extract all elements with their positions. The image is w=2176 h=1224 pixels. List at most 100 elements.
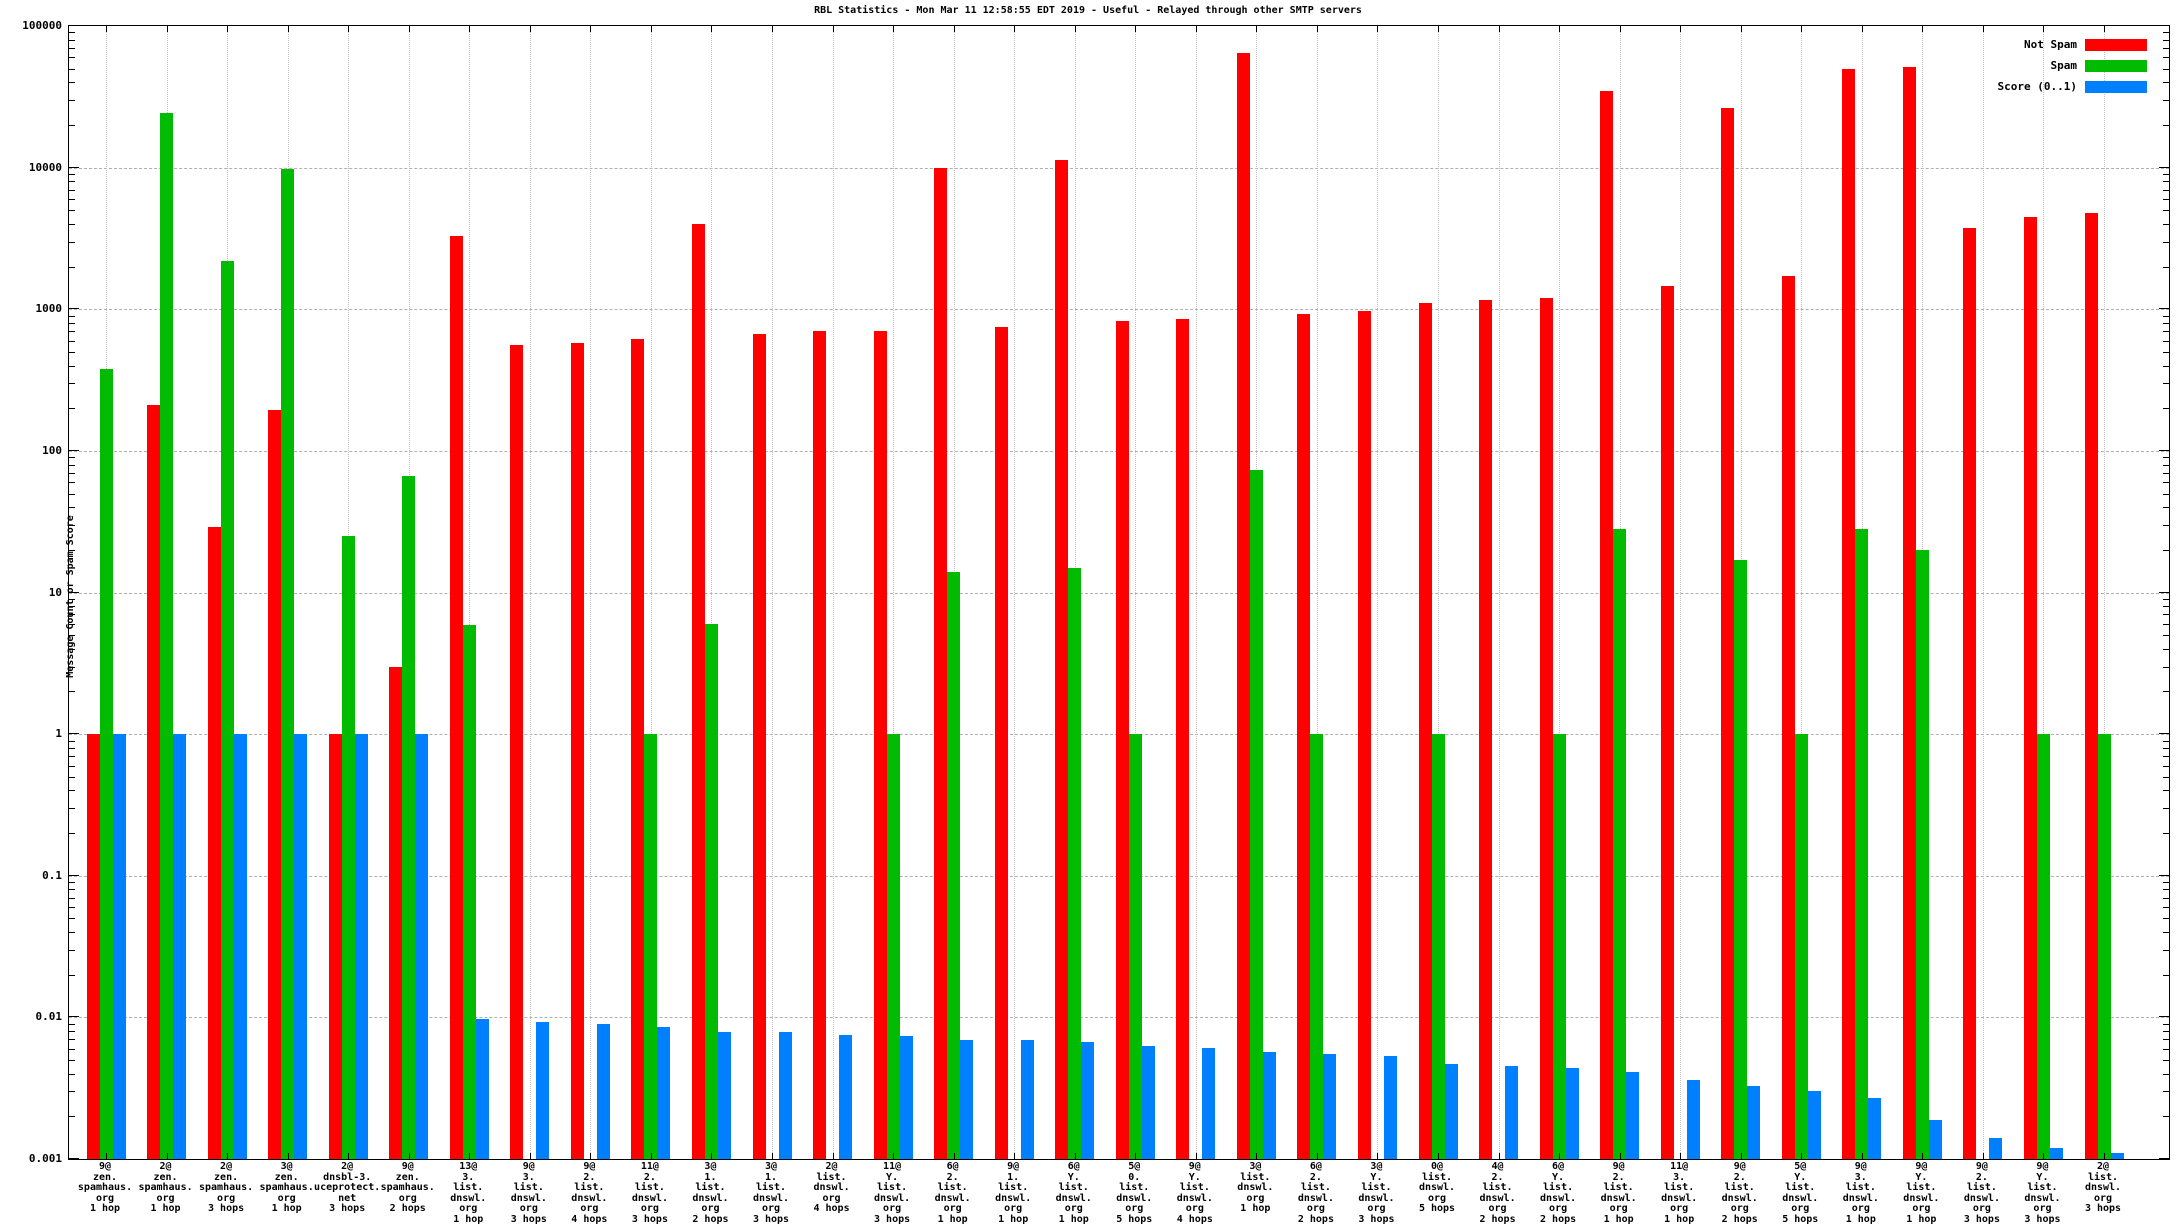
bar-spam [1068,567,1082,1159]
y-minor-tick [69,666,75,668]
y-minor-tick [2163,897,2169,899]
x-gridline [1498,26,1500,1159]
x-tick-label: 2@ dnsbl-3. uceprotect. net 3 hops [314,1161,381,1214]
y-minor-tick [69,1060,75,1061]
y-minor-tick [2163,1031,2169,1033]
y-minor-tick [69,365,75,367]
y-minor-tick [69,32,75,34]
y-minor-tick [2163,199,2169,201]
bar-not-spam [449,235,463,1159]
bar-not-spam [1721,107,1735,1159]
x-gridline [2043,26,2045,1159]
legend-label-spam: Spam [2050,59,2078,72]
bar-not-spam [1236,53,1250,1159]
y-minor-tick [2163,472,2169,474]
y-minor-tick [2163,482,2169,484]
x-tick-label: 2@ zen. spamhaus. org 3 hops [198,1161,254,1214]
y-minor-tick [69,241,75,243]
x-tick-label: 6@ 2. list. dnswl. org 1 hop [934,1161,971,1224]
y-minor-tick [69,882,75,884]
bar-spam [220,260,234,1159]
y-major-tick [69,449,79,451]
y-minor-tick [69,210,75,212]
y-minor-tick [2163,82,2169,84]
bar-not-spam [1842,68,1856,1159]
x-major-tick-top [106,26,107,32]
x-major-tick-top [1861,26,1863,32]
y-minor-tick [2163,949,2169,951]
bar-not-spam [1902,66,1916,1159]
bar-not-spam [570,343,584,1159]
y-minor-tick [2163,524,2169,526]
y-tick-label: 1 [55,727,62,741]
y-minor-tick [69,331,75,333]
bar-spam [160,112,174,1159]
x-tick-label: 9@ 1. list. dnswl. org 1 hop [995,1161,1032,1224]
bar-spam [1249,470,1263,1159]
x-major-tick-bottom [348,1153,350,1159]
x-major-tick-bottom [953,1153,955,1159]
y-tick-label: 0.1 [42,868,62,882]
bar-score [839,1035,853,1159]
y-minor-tick [2163,598,2169,600]
y-minor-tick [69,776,75,778]
x-major-tick-top [1256,26,1258,32]
bar-not-spam [752,334,766,1159]
y-minor-tick [69,524,75,526]
y-tick-label: 0.01 [35,1010,63,1024]
bar-score [1383,1056,1397,1159]
bar-score [2049,1147,2063,1159]
y-minor-tick [69,623,75,625]
x-tick-label: 13@ 3. list. dnswl. org 1 hop [450,1161,487,1224]
x-major-tick-bottom [1195,1153,1197,1159]
x-gridline [1014,26,1016,1159]
y-minor-tick [69,1073,75,1075]
bar-not-spam [1600,90,1614,1159]
x-gridline [1801,26,1803,1159]
y-minor-tick [2163,882,2169,884]
y-minor-tick [2163,57,2169,59]
bar-not-spam [268,409,282,1159]
y-major-tick [69,591,79,593]
legend-row-not-spam: Not Spam [1998,34,2147,55]
y-gridline [69,309,2169,311]
y-minor-tick [2163,365,2169,367]
bar-not-spam [1176,318,1190,1159]
y-minor-tick [69,918,75,920]
bar-spam [402,475,416,1159]
y-minor-tick [2163,322,2169,324]
y-minor-tick [69,340,75,342]
y-minor-tick [69,549,75,551]
legend-label-not-spam: Not Spam [2024,38,2077,51]
bar-score [960,1040,974,1159]
x-major-tick-bottom [650,1153,652,1159]
x-tick-label: 5@ Y. list. dnswl. org 5 hops [1782,1161,1819,1224]
x-tick-label: 9@ 3. list. dnswl. org 3 hops [510,1161,547,1224]
x-tick-label: 5@ 0. list. dnswl. org 5 hops [1116,1161,1153,1224]
x-tick-label: 3@ 1. list. dnswl. org 2 hops [692,1161,729,1224]
x-major-tick-bottom [1559,1153,1561,1159]
y-minor-tick [2163,776,2169,778]
x-major-tick-bottom [1256,1153,1258,1159]
x-major-tick-top [1135,26,1137,32]
y-major-tick [2159,874,2169,876]
y-minor-tick [2163,691,2169,693]
bar-score [657,1027,671,1159]
bar-score [1565,1067,1579,1159]
y-major-tick [2159,25,2169,26]
y-tick-label: 10000 [28,160,62,174]
y-major-tick [69,1016,79,1018]
x-major-tick-bottom [227,1153,229,1159]
y-minor-tick [2163,340,2169,342]
y-minor-tick [69,808,75,810]
x-major-tick-top [1740,26,1742,32]
x-major-tick-bottom [1438,1153,1439,1159]
y-minor-tick [69,223,75,225]
y-minor-tick [2163,907,2169,909]
x-major-tick-top [2043,26,2045,32]
bar-not-spam [510,344,524,1159]
y-minor-tick [69,1091,75,1093]
y-minor-tick [69,635,75,637]
x-gridline [711,26,713,1159]
bar-not-spam [631,338,645,1159]
